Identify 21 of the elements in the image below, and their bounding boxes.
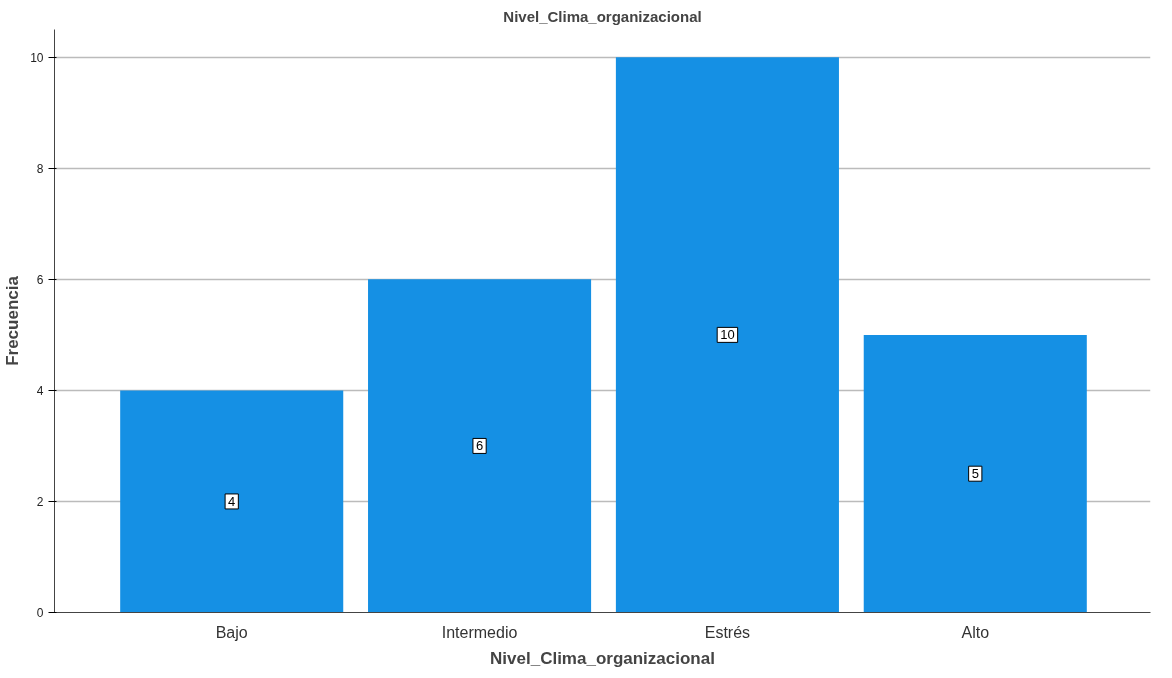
- data-label: 6: [475, 438, 484, 454]
- bar: [120, 390, 344, 613]
- y-tick-label: 2: [36, 494, 44, 509]
- x-tick-label: Bajo: [215, 623, 248, 641]
- bar: [615, 57, 839, 613]
- y-tick-label: 4: [36, 383, 44, 398]
- data-label: 10: [720, 327, 735, 343]
- x-tick-label: Alto: [961, 623, 990, 641]
- y-tick-label: 10: [30, 50, 44, 65]
- bar: [368, 279, 592, 613]
- y-axis-title: Frecuencia: [3, 275, 23, 366]
- chart-title: Nivel_Clima_organizacional: [503, 7, 702, 25]
- data-label: 5: [971, 466, 979, 482]
- y-tick-label: 0: [36, 606, 44, 620]
- x-tick-label: Estrés: [704, 623, 751, 641]
- bar: [863, 334, 1087, 613]
- y-tick-label: 8: [36, 161, 44, 176]
- x-axis-title: Nivel_Clima_organizacional: [490, 648, 715, 668]
- data-label: 4: [228, 493, 236, 509]
- x-tick-label: Intermedio: [441, 623, 518, 641]
- y-tick-label: 6: [36, 272, 44, 287]
